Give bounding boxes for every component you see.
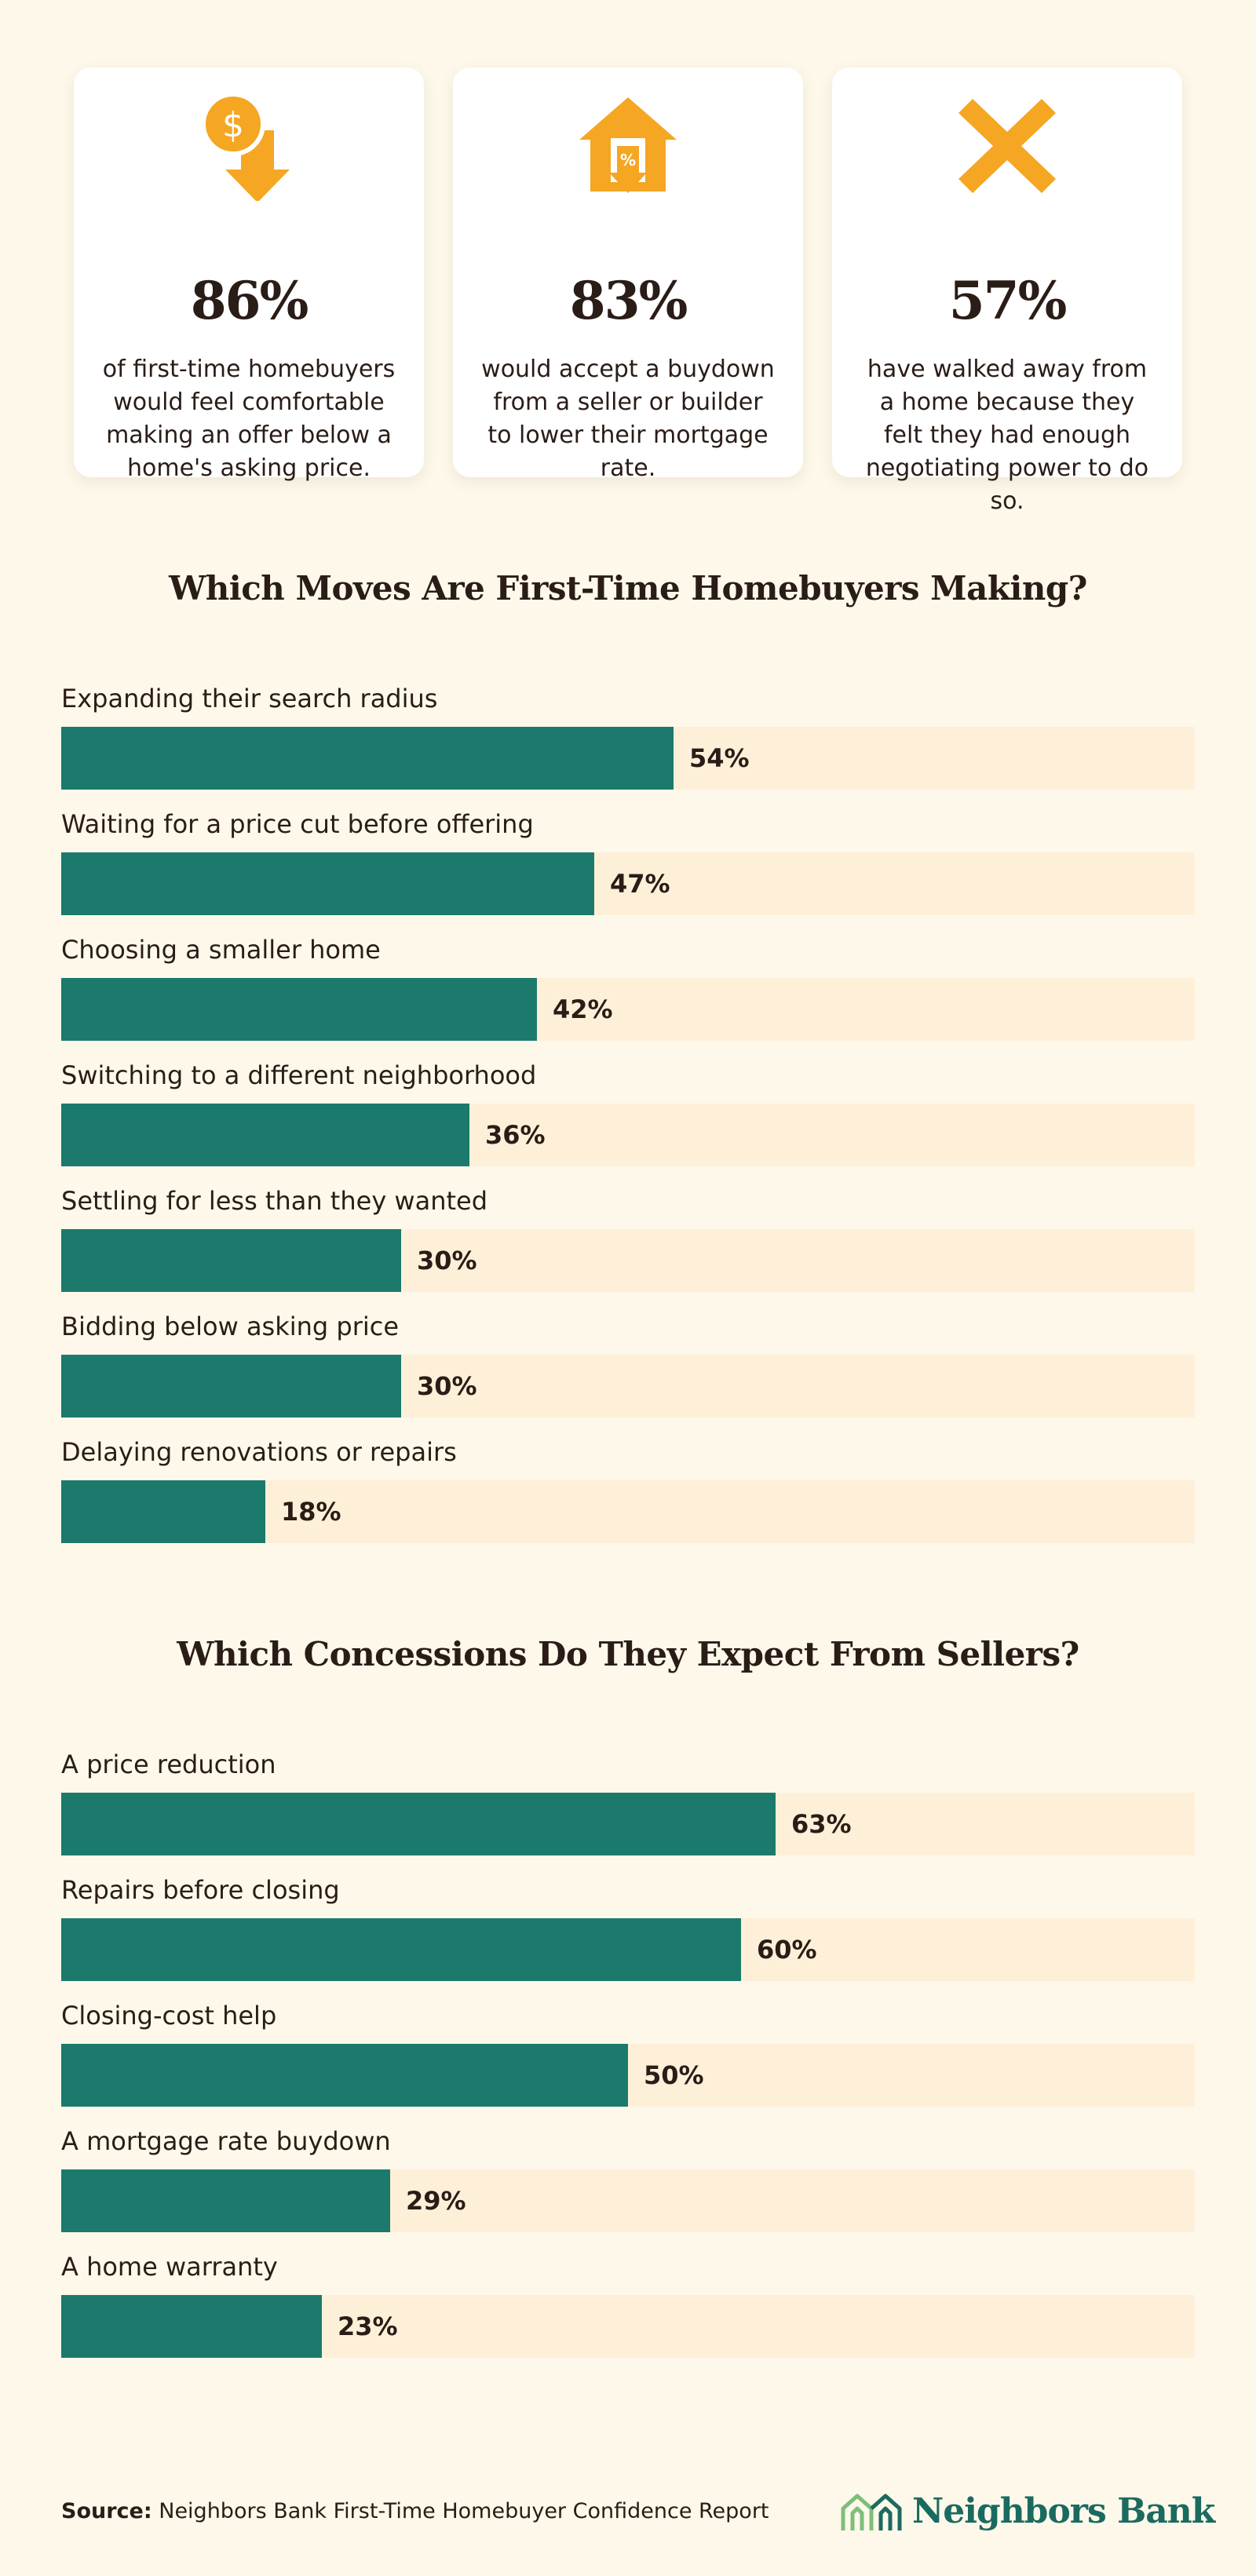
bar-category-label: Repairs before closing: [61, 1875, 340, 1905]
bar-value-label: 23%: [338, 2311, 398, 2341]
stat-description: have walked away from a home because the…: [865, 356, 1149, 515]
bar-row: A home warranty 23%: [61, 2251, 1195, 2377]
bar-track: 60%: [61, 1918, 1195, 1981]
bar-category-label: Waiting for a price cut before offering: [61, 809, 534, 839]
bar-value-label: 50%: [644, 2060, 704, 2090]
bar-row: Repairs before closing 60%: [61, 1874, 1195, 2000]
brand-name: Neighbors Bank: [912, 2491, 1215, 2531]
stat-description: of first-time homebuyers would feel comf…: [102, 356, 396, 482]
bar-row: Delaying renovations or repairs 18%: [61, 1436, 1195, 1562]
bar-value-label: 30%: [417, 1371, 477, 1401]
bar-row: Waiting for a price cut before offering 4…: [61, 808, 1195, 934]
svg-text:$: $: [222, 105, 244, 145]
bar-category-label: Delaying renovations or repairs: [61, 1437, 457, 1467]
stat-cards: $ 86% of first-time homebuyers would fee…: [74, 68, 1182, 515]
bar-value-label: 63%: [791, 1809, 852, 1839]
bar-track: 47%: [61, 852, 1195, 915]
source-text: Neighbors Bank First-Time Homebuyer Conf…: [159, 2499, 769, 2523]
bar-value-label: 54%: [689, 743, 750, 773]
bar-value-label: 30%: [417, 1246, 477, 1275]
bar-category-label: Closing-cost help: [61, 2001, 277, 2031]
bar: [61, 2169, 390, 2232]
bar-value-label: 60%: [757, 1935, 817, 1965]
bar-track: 30%: [61, 1229, 1195, 1292]
house-percent-down-arrow-icon: %: [579, 97, 677, 193]
bar-row: A price reduction 63%: [61, 1749, 1195, 1874]
stat-card-1: $ 86% of first-time homebuyers would fee…: [74, 68, 424, 482]
bar-category-label: A home warranty: [61, 2252, 278, 2282]
bar: [61, 2044, 628, 2107]
bar: [61, 978, 537, 1041]
bar-row: Bidding below asking price 30%: [61, 1311, 1195, 1436]
bar: [61, 1918, 741, 1981]
bar-value-label: 18%: [281, 1497, 341, 1527]
bar-row: Switching to a different neighborhood 36%: [61, 1060, 1195, 1185]
bar-track: 30%: [61, 1355, 1195, 1418]
x-mark-icon: [958, 99, 1056, 193]
source-label: Source:: [61, 2499, 152, 2523]
bar: [61, 1480, 265, 1543]
bar-category-label: Settling for less than they wanted: [61, 1186, 488, 1216]
chart-title: Which Concessions Do They Expect From Se…: [177, 1635, 1079, 1673]
bar: [61, 1355, 401, 1418]
bar-category-label: Expanding their search radius: [61, 684, 438, 713]
dollar-down-arrow-icon: $: [201, 92, 290, 201]
bar-track: 63%: [61, 1793, 1195, 1855]
bar-category-label: Choosing a smaller home: [61, 935, 381, 965]
bar-row: A mortgage rate buydown 29%: [61, 2125, 1195, 2251]
bar-row: Settling for less than they wanted 30%: [61, 1185, 1195, 1311]
bar-track: 36%: [61, 1104, 1195, 1166]
bar: [61, 1793, 776, 1855]
bar: [61, 727, 674, 790]
source-note: Source: Neighbors Bank First-Time Homebu…: [61, 2496, 769, 2527]
bar-track: 42%: [61, 978, 1195, 1041]
chart-title: Which Moves Are First-Time Homebuyers Ma…: [169, 569, 1087, 608]
bar-row: Closing-cost help 50%: [61, 2000, 1195, 2125]
neighbors-bank-logo-icon: [841, 2494, 902, 2530]
bar: [61, 1104, 469, 1166]
bar: [61, 852, 594, 915]
svg-text:%: %: [620, 151, 636, 170]
bar-track: 18%: [61, 1480, 1195, 1543]
bar-track: 29%: [61, 2169, 1195, 2232]
bar-category-label: A price reduction: [61, 1750, 276, 1779]
stat-card-2: % 83% would accept a buydown from a sell…: [453, 68, 803, 482]
stat-value: 57%: [948, 270, 1068, 331]
bar-value-label: 42%: [553, 994, 613, 1024]
bar: [61, 2295, 322, 2358]
bar-track: 50%: [61, 2044, 1195, 2107]
bar-row: Expanding their search radius 54%: [61, 683, 1195, 808]
bar-value-label: 29%: [406, 2186, 466, 2216]
bar-value-label: 47%: [610, 869, 670, 899]
bar-category-label: A mortgage rate buydown: [61, 2126, 391, 2156]
bar: [61, 1229, 401, 1292]
stat-value: 86%: [190, 270, 309, 331]
bar-row: Choosing a smaller home 42%: [61, 934, 1195, 1060]
stat-value: 83%: [569, 270, 688, 331]
bar-category-label: Bidding below asking price: [61, 1312, 400, 1341]
bar-track: 23%: [61, 2295, 1195, 2358]
brand-logo: Neighbors Bank: [840, 2487, 1215, 2537]
stat-card-3: 57% have walked away from a home because…: [832, 68, 1182, 515]
bar-track: 54%: [61, 727, 1195, 790]
bar-category-label: Switching to a different neighborhood: [61, 1060, 537, 1090]
stat-description: would accept a buydown from a seller or …: [481, 356, 775, 482]
bar-value-label: 36%: [485, 1120, 546, 1150]
